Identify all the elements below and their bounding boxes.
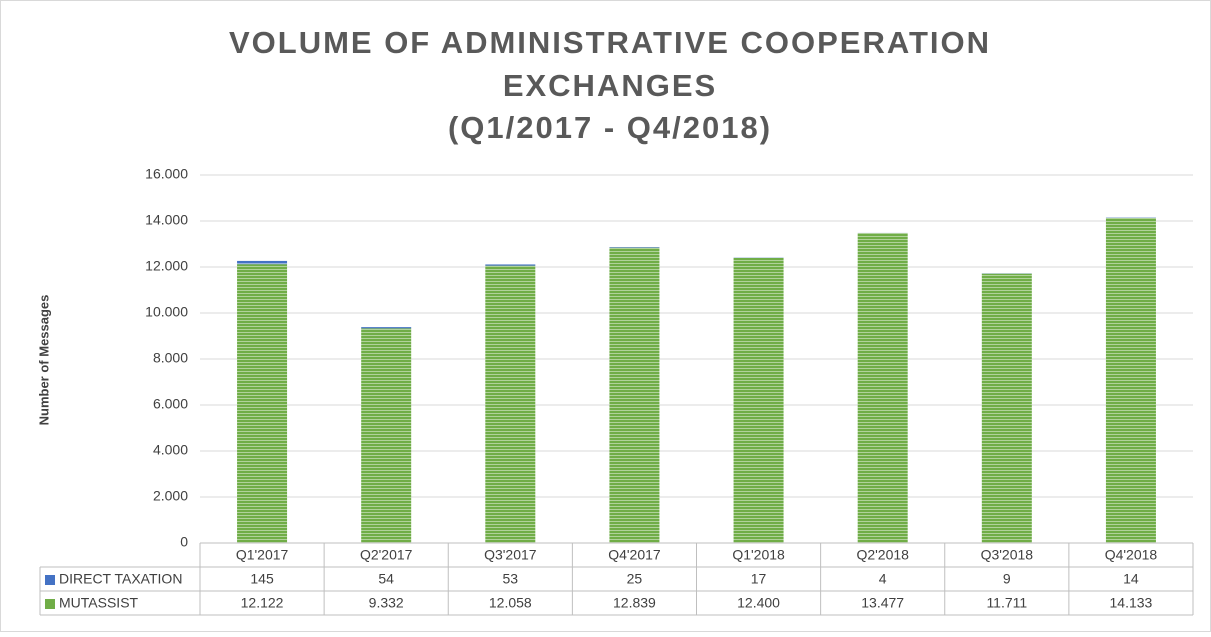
table-value: 14	[1123, 571, 1139, 587]
legend-label: DIRECT TAXATION	[59, 571, 182, 587]
table-value: 25	[627, 571, 643, 587]
bar	[237, 261, 287, 264]
table-value: 4	[879, 571, 887, 587]
y-tick-label: 8.000	[153, 350, 188, 366]
bar	[734, 258, 784, 543]
table-value: 12.122	[241, 595, 284, 611]
table-value: 13.477	[861, 595, 904, 611]
x-tick-label: Q3'2018	[981, 547, 1034, 563]
table-value: 9.332	[369, 595, 404, 611]
y-tick-label: 4.000	[153, 442, 188, 458]
y-tick-label: 2.000	[153, 488, 188, 504]
y-tick-label: 16.000	[145, 166, 188, 182]
legend-label: MUTASSIST	[59, 595, 139, 611]
table-value: 12.058	[489, 595, 532, 611]
table-value: 17	[751, 571, 767, 587]
table-value: 53	[503, 571, 519, 587]
bar	[609, 247, 659, 248]
x-tick-label: Q1'2018	[732, 547, 785, 563]
table-value: 9	[1003, 571, 1011, 587]
x-tick-label: Q4'2017	[608, 547, 661, 563]
y-tick-label: 12.000	[145, 258, 188, 274]
bar	[237, 264, 287, 543]
table-value: 12.400	[737, 595, 780, 611]
legend-key	[45, 575, 55, 585]
x-tick-label: Q3'2017	[484, 547, 537, 563]
table-value: 12.839	[613, 595, 656, 611]
y-tick-label: 0	[180, 534, 188, 550]
y-axis-label: Number of Messages	[36, 295, 51, 426]
legend-key	[45, 599, 55, 609]
y-tick-label: 14.000	[145, 212, 188, 228]
table-value: 14.133	[1110, 595, 1153, 611]
bar	[982, 274, 1032, 543]
x-tick-label: Q2'2018	[856, 547, 909, 563]
table-value: 145	[250, 571, 274, 587]
chart-title: (Q1/2017 - Q4/2018)	[448, 110, 772, 145]
bar	[361, 328, 411, 543]
y-tick-label: 10.000	[145, 304, 188, 320]
chart-title: EXCHANGES	[503, 68, 717, 103]
table-value: 54	[378, 571, 394, 587]
bar	[858, 233, 908, 543]
bar	[609, 248, 659, 543]
bar	[485, 266, 535, 543]
bar	[1106, 218, 1156, 543]
bar	[361, 327, 411, 328]
bar	[485, 264, 535, 265]
x-tick-label: Q4'2018	[1105, 547, 1158, 563]
table-value: 11.711	[986, 595, 1027, 611]
x-tick-label: Q1'2017	[236, 547, 289, 563]
chart-title: VOLUME OF ADMINISTRATIVE COOPERATION	[229, 25, 991, 60]
x-tick-label: Q2'2017	[360, 547, 413, 563]
y-tick-label: 6.000	[153, 396, 188, 412]
